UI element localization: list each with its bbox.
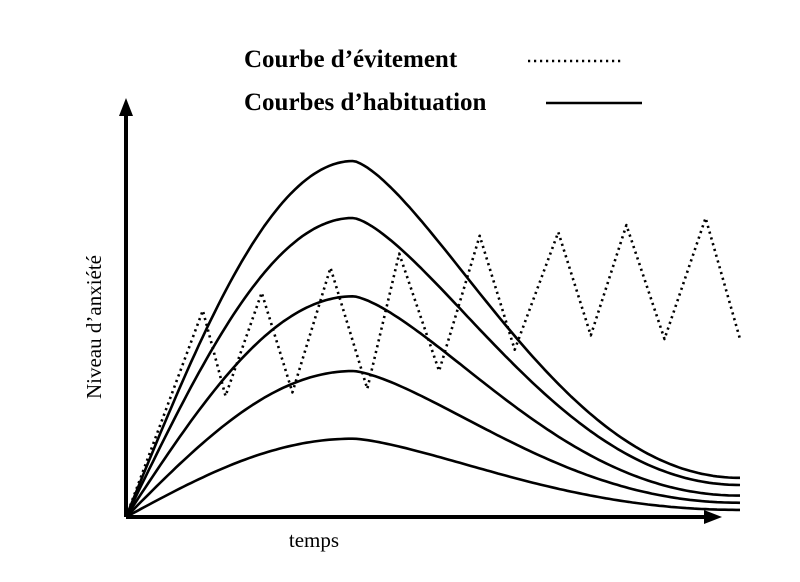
y-axis-arrowhead <box>119 98 133 116</box>
x-axis-label: temps <box>289 528 339 552</box>
avoidance-curve <box>124 216 742 518</box>
axes: Niveau d’anxiété temps <box>82 98 722 552</box>
legend-habituation-label: Courbes d’habituation <box>244 89 487 116</box>
habituation-curve-1 <box>124 159 740 518</box>
plot-area <box>124 159 742 519</box>
habituation-curve-5 <box>125 437 740 519</box>
habituation-curve-2 <box>124 216 741 518</box>
y-axis-label: Niveau d’anxiété <box>82 255 106 399</box>
habituation-curve-4 <box>125 369 741 518</box>
x-axis-arrowhead <box>704 510 722 524</box>
habituation-curve-3 <box>124 294 740 518</box>
legend-avoidance-label: Courbe d’évitement <box>244 46 458 73</box>
legend: Courbe d’évitement Courbes d’habituation <box>244 46 642 116</box>
